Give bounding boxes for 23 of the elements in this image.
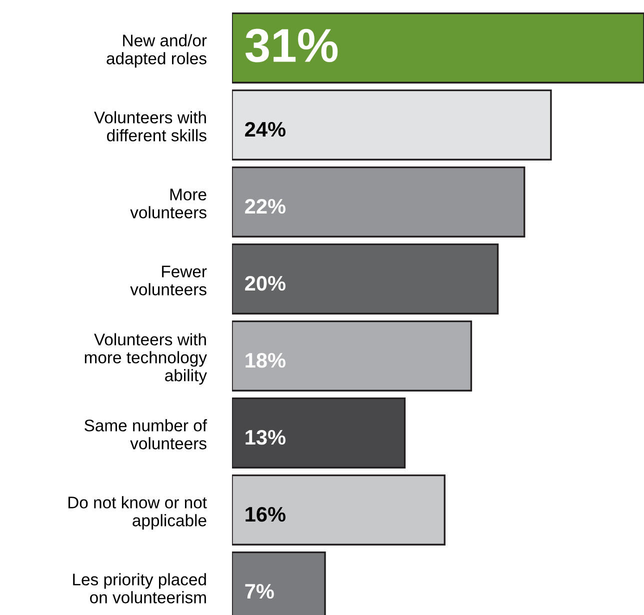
y-tick-label: Les priority placed on volunteerism bbox=[73, 573, 206, 604]
data-label: 18% bbox=[246, 352, 286, 368]
data-label: 22% bbox=[245, 198, 286, 214]
bar bbox=[232, 474, 446, 546]
y-tick-label: Fewer volunteers bbox=[130, 266, 207, 296]
bar bbox=[232, 397, 406, 468]
y-tick-label: New and/or adapted roles bbox=[106, 34, 207, 68]
data-label: 16% bbox=[246, 506, 286, 522]
data-label: 13% bbox=[246, 430, 286, 445]
data-label: 24% bbox=[245, 122, 286, 137]
y-tick-label: Same number of volunteers bbox=[84, 419, 208, 450]
y-tick-label: More volunteers bbox=[130, 188, 206, 218]
bar bbox=[232, 166, 526, 238]
data-label: 31% bbox=[245, 28, 338, 62]
bar bbox=[232, 243, 499, 314]
bar bbox=[232, 89, 552, 160]
data-label: 7% bbox=[245, 584, 274, 599]
data-label: 20% bbox=[245, 276, 286, 291]
bar bbox=[232, 12, 644, 84]
y-tick-label: Volunteers with more technology ability bbox=[84, 333, 207, 385]
y-tick-label: Do not know or not applicable bbox=[68, 496, 207, 530]
bar bbox=[232, 320, 472, 392]
y-tick-label: Volunteers with different skills bbox=[94, 111, 206, 142]
